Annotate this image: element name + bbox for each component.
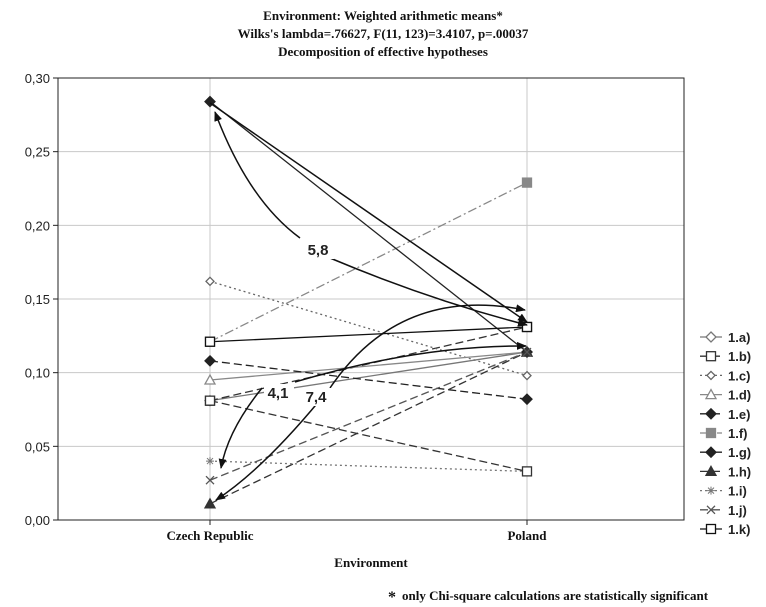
legend-item: 1.d) [700, 388, 751, 403]
legend-marker [705, 523, 717, 535]
footnote: only Chi-square calculations are statist… [402, 588, 709, 603]
arrow-5-8-to-poland [329, 257, 528, 327]
legend-marker [704, 465, 718, 477]
legend-label: 1.b) [728, 349, 751, 364]
arrow-4-1-to-poland [294, 341, 527, 383]
legend-marker [705, 331, 717, 343]
y-tick-label: 0,00 [25, 513, 50, 528]
y-tick-label: 0,20 [25, 218, 50, 233]
data-point [522, 370, 532, 381]
legend-item: 1.f) [700, 426, 748, 441]
series-1e [209, 360, 528, 400]
legend: 1.a) 1.b) 1.c) 1.d) 1.e) 1.f) 1.g) 1.h) 1.i) 1.j)… [700, 330, 751, 537]
legend-item: 1.i) [700, 484, 747, 499]
annotation-bg [302, 388, 332, 406]
chart-subtitle-decomposition: Decomposition of effective hypotheses [278, 44, 488, 59]
legend-marker [705, 427, 717, 439]
series-1c [209, 280, 528, 377]
data-point [203, 497, 217, 509]
series-1g [209, 101, 528, 353]
legend-label: 1.f) [728, 426, 748, 441]
series-line [209, 351, 528, 381]
series-extra [209, 400, 528, 473]
data-point [205, 475, 215, 485]
arrow-4-1-to-czech [218, 387, 263, 469]
annotation-bg [264, 384, 294, 402]
annotation-label: 5,8 [308, 242, 329, 259]
arrow-7-4-to-poland [329, 304, 526, 389]
x-axis-label: Environment [334, 555, 408, 570]
legend-marker [706, 505, 716, 515]
series-1f [209, 182, 528, 343]
legend-item: 1.j) [700, 503, 747, 518]
legend-label: 1.g) [728, 445, 751, 460]
y-tick-label: 0,10 [25, 366, 50, 381]
legend-marker [707, 486, 715, 495]
legend-item: 1.h) [700, 464, 751, 479]
series-1d [209, 351, 528, 381]
footnote-mark: * [388, 589, 396, 606]
legend-item: 1.g) [700, 445, 751, 460]
legend-item: 1.k) [700, 522, 750, 537]
data-point [521, 466, 533, 477]
annotation-arrows [209, 102, 528, 501]
series-line [209, 182, 528, 343]
series-line [209, 101, 528, 353]
y-axis: 0,00 0,05 0,10 0,15 0,20 0,25 0,30 [25, 71, 58, 528]
series-1j [209, 351, 528, 481]
legend-label: 1.k) [728, 522, 750, 537]
series-line [209, 351, 528, 505]
legend-marker [705, 351, 717, 362]
arrow-g-to-poland [209, 102, 528, 323]
legend-label: 1.i) [728, 484, 747, 499]
series-line [209, 360, 528, 400]
data-point [203, 373, 217, 385]
data-point [206, 457, 214, 466]
series-1k [209, 326, 528, 343]
chart-subtitle-stats: Wilks's lambda=.76627, F(11, 123)=3.4107… [238, 26, 529, 41]
annotation-label: 7,4 [306, 389, 328, 406]
legend-marker [705, 407, 717, 420]
data-point [521, 177, 533, 188]
legend-label: 1.d) [728, 388, 751, 403]
legend-item: 1.e) [700, 407, 750, 422]
legend-marker [706, 370, 716, 381]
legend-label: 1.e) [728, 407, 750, 422]
legend-label: 1.h) [728, 464, 751, 479]
legend-label: 1.j) [728, 503, 747, 518]
series-1h [209, 351, 528, 505]
legend-label: 1.c) [728, 368, 750, 383]
data-point [521, 393, 533, 406]
y-tick-label: 0,05 [25, 439, 50, 454]
arrow-7-4-to-czech [215, 399, 321, 501]
annotation-label: 4,1 [268, 385, 289, 402]
legend-label: 1.a) [728, 330, 750, 345]
annotation-bg [304, 241, 334, 259]
data-point [204, 395, 216, 406]
series-line [209, 280, 528, 377]
data-point [204, 354, 216, 367]
x-tick-label: Poland [507, 528, 547, 543]
x-axis: Czech Republic Poland [166, 520, 547, 543]
legend-item: 1.a) [700, 330, 750, 345]
legend-marker [704, 388, 718, 400]
legend-item: 1.c) [700, 368, 750, 383]
arrow-5-8-to-czech [214, 111, 301, 239]
x-tick-label: Czech Republic [166, 528, 253, 543]
series-line [209, 326, 528, 343]
chart-title: Environment: Weighted arithmetic means* [263, 8, 503, 23]
grid [58, 77, 684, 521]
legend-marker [705, 446, 717, 459]
data-point [205, 276, 215, 287]
annotations: 5,8 4,1 7,4 [264, 241, 334, 406]
data-point [204, 336, 216, 347]
series-line [209, 400, 528, 473]
y-tick-label: 0,25 [25, 145, 50, 160]
y-tick-label: 0,30 [25, 71, 50, 86]
y-tick-label: 0,15 [25, 292, 50, 307]
series-line [209, 351, 528, 481]
legend-item: 1.b) [700, 349, 751, 364]
